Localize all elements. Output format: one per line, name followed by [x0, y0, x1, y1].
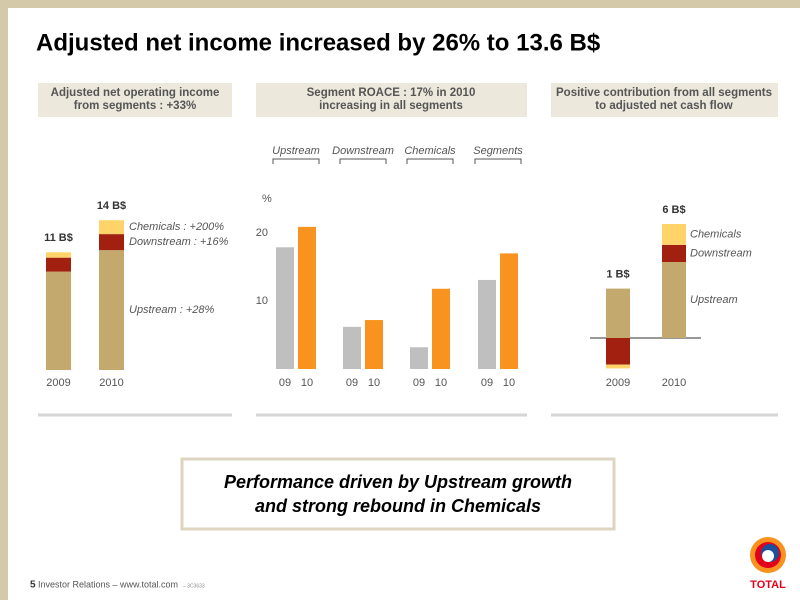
- panel-header: [551, 83, 778, 117]
- callout-line: and strong rebound in Chemicals: [255, 496, 541, 516]
- segment-label: Chemicals: [690, 228, 742, 240]
- y-tick-label: 20: [256, 227, 268, 239]
- category-label: Upstream: [272, 145, 320, 157]
- panel-header: [38, 83, 232, 117]
- panel-title: Segment ROACE : 17% in 2010: [307, 87, 476, 99]
- bar-segment: [606, 288, 630, 338]
- bar-segment: [99, 234, 124, 251]
- y-tick-label: 10: [256, 295, 268, 307]
- panel-title: increasing in all segments: [319, 100, 463, 112]
- left-band: [0, 0, 8, 600]
- bar: [343, 326, 361, 369]
- series-label: 10: [503, 377, 515, 389]
- bar-segment: [46, 257, 71, 272]
- category-bracket: [339, 158, 387, 164]
- slide-title: Adjusted net income increased by 26% to …: [36, 29, 601, 56]
- total-label: 1 B$: [606, 269, 629, 281]
- category-bracket: [474, 158, 522, 164]
- logo: TOTAL: [750, 537, 786, 591]
- total-label: 6 B$: [662, 204, 685, 216]
- series-label: 09: [413, 377, 425, 389]
- bar-segment: [606, 338, 630, 365]
- top-band: [0, 0, 800, 8]
- y-axis-label: %: [262, 193, 272, 205]
- panel-title: to adjusted net cash flow: [595, 100, 732, 112]
- panel-title: Positive contribution from all segments: [556, 87, 772, 99]
- footer-text: Investor Relations – www.total.com: [38, 579, 178, 589]
- bar: [410, 347, 428, 369]
- category-bracket: [272, 158, 320, 164]
- bar-segment: [99, 220, 124, 235]
- segment-label: Upstream : +28%: [129, 304, 215, 316]
- x-tick-label: 2010: [99, 377, 123, 389]
- segment-label: Downstream : +16%: [129, 236, 229, 248]
- total-label: 14 B$: [97, 200, 126, 212]
- footer-code: – 3C3633: [183, 583, 205, 589]
- segment-label: Upstream: [690, 294, 738, 306]
- callout-line: Performance driven by Upstream growth: [224, 472, 572, 492]
- category-label: Chemicals: [404, 145, 456, 157]
- bar-segment: [46, 252, 71, 258]
- bar: [276, 247, 294, 369]
- panel-title: from segments : +33%: [74, 100, 196, 112]
- x-tick-label: 2010: [662, 377, 686, 389]
- bar: [365, 320, 383, 369]
- category-label: Downstream: [332, 145, 394, 157]
- bar-segment: [662, 224, 686, 245]
- bar-segment: [46, 271, 71, 370]
- bar-segment: [606, 364, 630, 369]
- category-bracket: [406, 158, 454, 164]
- panel-header: [256, 83, 527, 117]
- x-tick-label: 2009: [46, 377, 70, 389]
- series-label: 09: [481, 377, 493, 389]
- category-label: Segments: [473, 145, 523, 157]
- series-label: 09: [346, 377, 358, 389]
- series-label: 10: [435, 377, 447, 389]
- series-label: 09: [279, 377, 291, 389]
- bar: [500, 253, 518, 369]
- page-number: 5: [30, 580, 36, 591]
- segment-label: Chemicals : +200%: [129, 221, 224, 233]
- x-tick-label: 2009: [606, 377, 630, 389]
- segment-label: Downstream: [690, 247, 752, 259]
- panel-title: Adjusted net operating income: [51, 87, 220, 99]
- logo-text: TOTAL: [750, 579, 786, 591]
- bar-segment: [662, 244, 686, 262]
- series-label: 10: [368, 377, 380, 389]
- bar: [432, 288, 450, 369]
- series-label: 10: [301, 377, 313, 389]
- bar: [478, 279, 496, 369]
- total-label: 11 B$: [44, 232, 73, 244]
- callout-box: [180, 457, 616, 531]
- bar: [298, 226, 316, 369]
- bar-segment: [99, 250, 124, 370]
- bar-segment: [662, 262, 686, 338]
